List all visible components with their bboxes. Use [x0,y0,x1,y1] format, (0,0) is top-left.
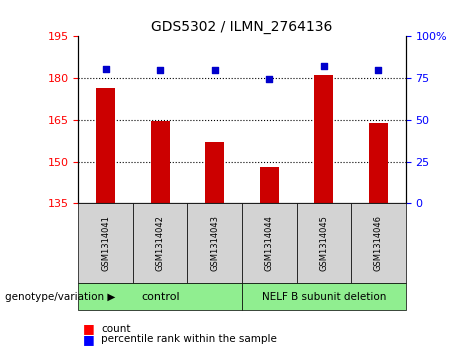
Text: GSM1314043: GSM1314043 [210,215,219,271]
Title: GDS5302 / ILMN_2764136: GDS5302 / ILMN_2764136 [151,20,333,34]
Text: ■: ■ [83,322,95,335]
Text: GSM1314041: GSM1314041 [101,215,110,271]
Bar [369,123,388,203]
Point [102,66,109,72]
Bar [96,88,115,203]
Bar [151,121,170,203]
Point [266,76,273,82]
Text: percentile rank within the sample: percentile rank within the sample [101,334,278,344]
Point [320,64,327,69]
Text: ■: ■ [83,333,95,346]
Text: NELF B subunit deletion: NELF B subunit deletion [262,292,386,302]
Point [211,67,219,73]
Bar [314,75,333,203]
Text: count: count [101,323,131,334]
Text: GSM1314042: GSM1314042 [156,215,165,271]
Bar [205,142,225,203]
Text: GSM1314044: GSM1314044 [265,215,274,271]
Text: control: control [141,292,179,302]
Text: GSM1314045: GSM1314045 [319,215,328,271]
Point [157,67,164,73]
Text: genotype/variation ▶: genotype/variation ▶ [5,292,115,302]
Text: GSM1314046: GSM1314046 [374,215,383,271]
Bar [260,167,279,203]
Point [375,67,382,73]
